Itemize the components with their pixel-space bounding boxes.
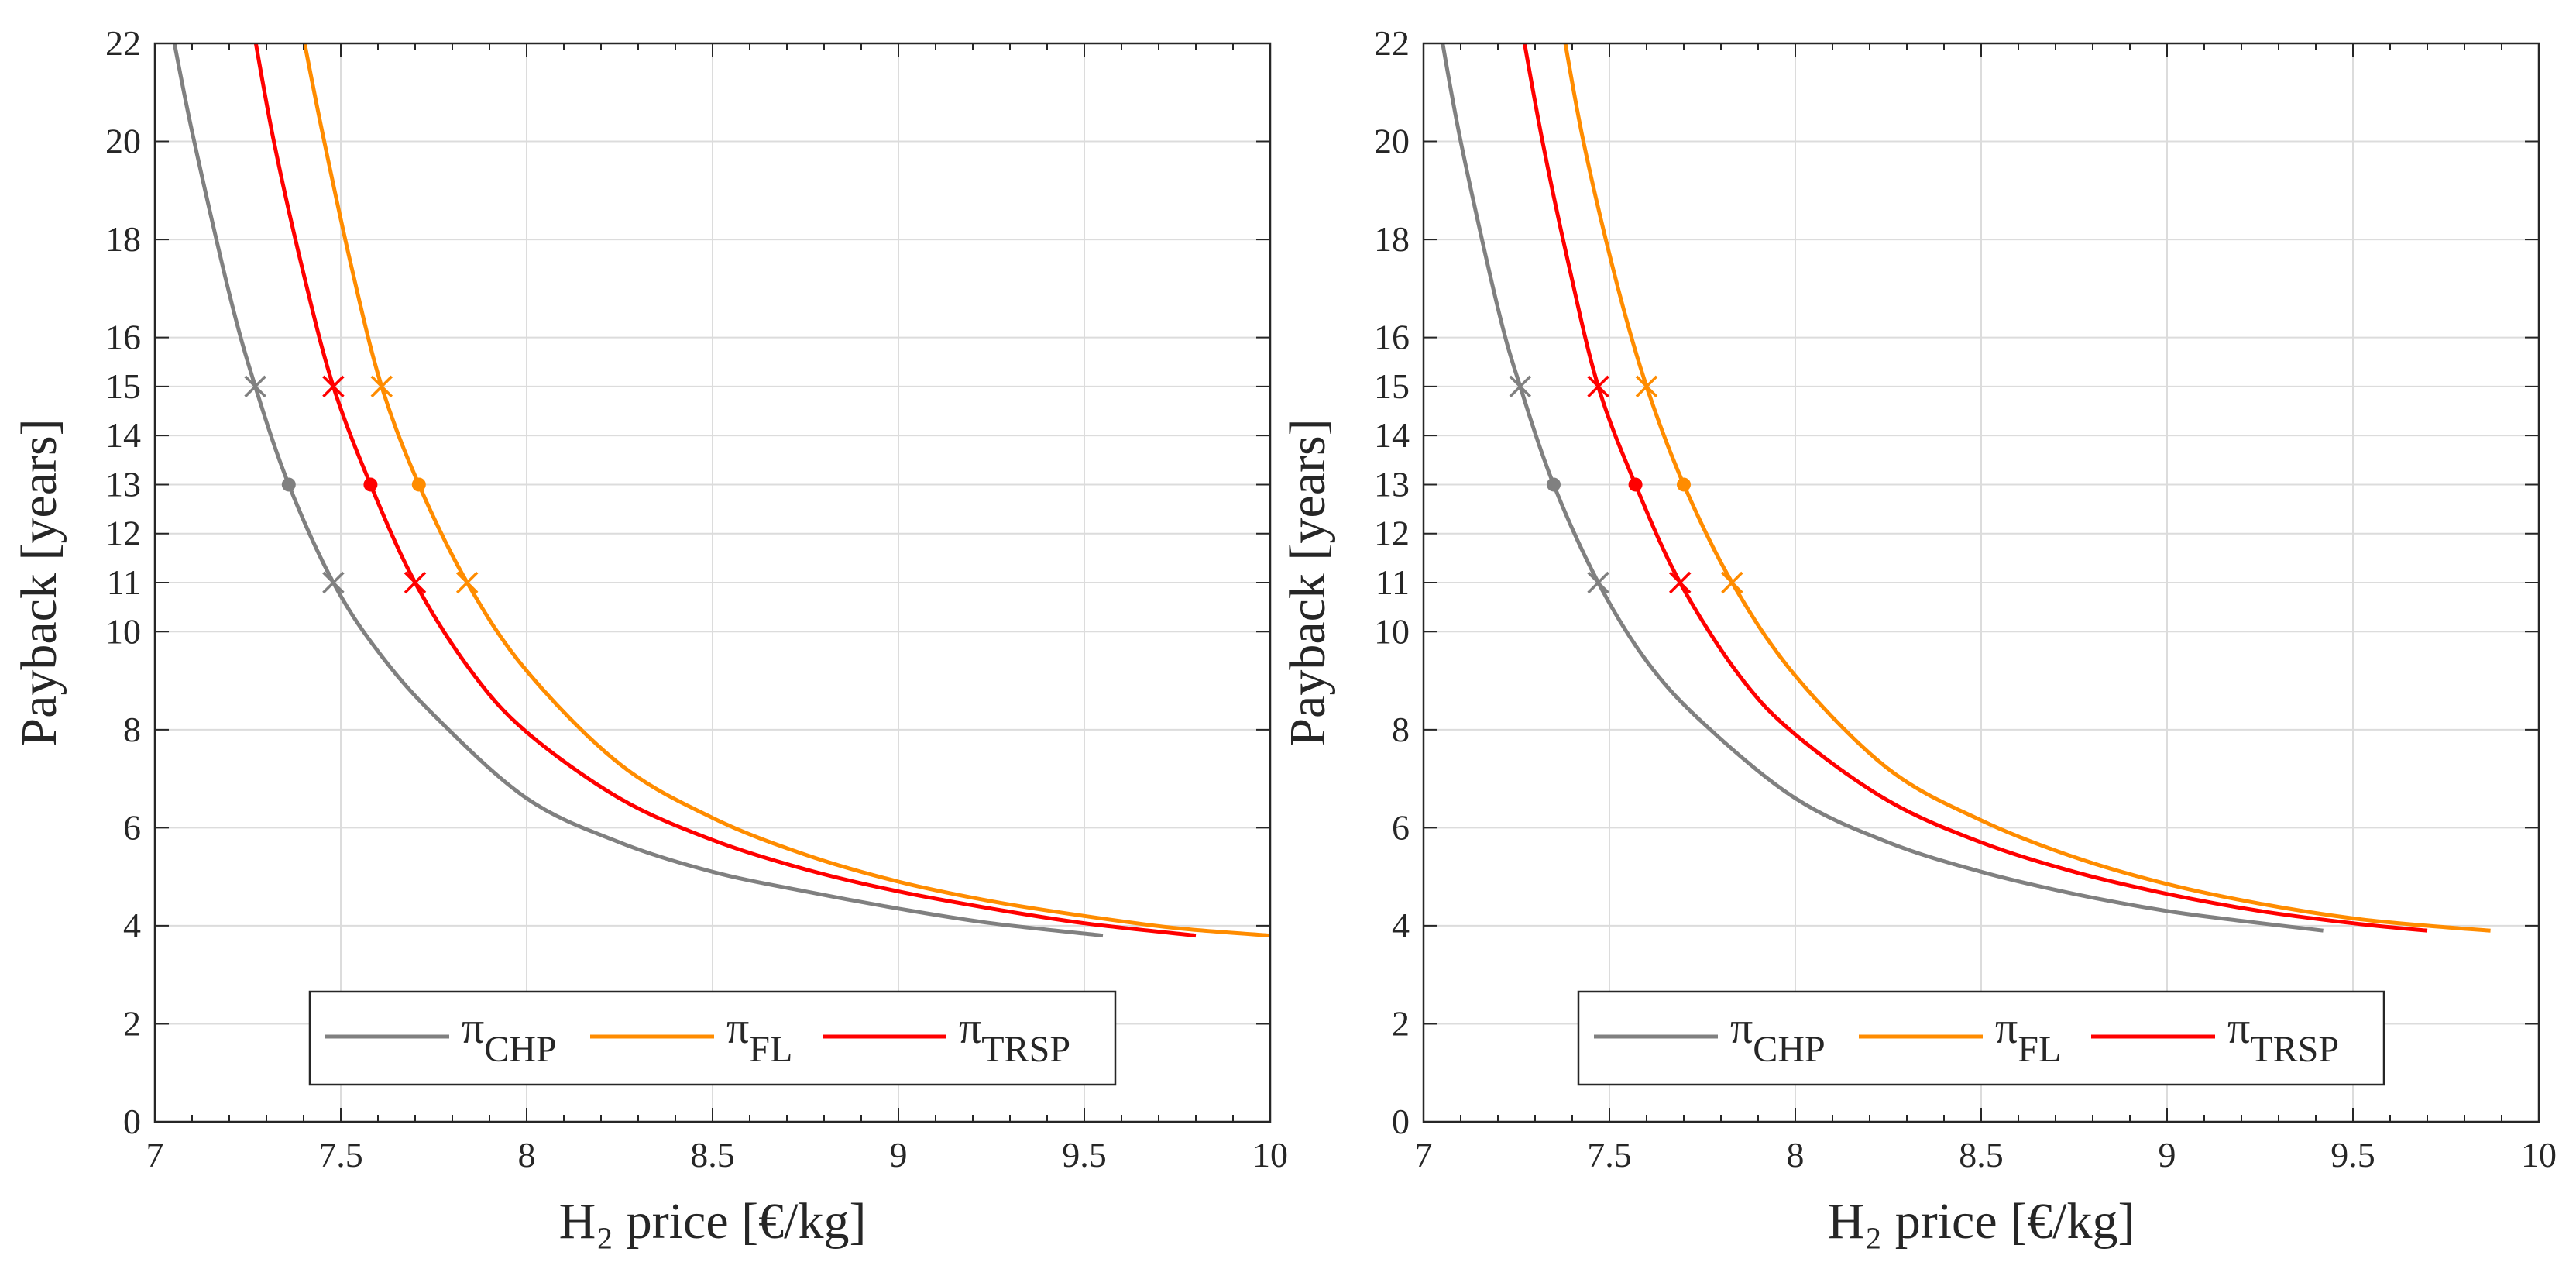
data-point-cross	[1587, 375, 1609, 398]
data-point-dot	[411, 477, 426, 492]
data-point-cross	[1668, 571, 1692, 594]
data-point-cross	[1587, 571, 1609, 594]
legend-label-chp: πCHP	[1730, 1003, 1826, 1070]
series-line-chp	[1441, 43, 2324, 933]
y-axis-title: Payback [years]	[1279, 418, 1336, 746]
data-point-dot	[1677, 477, 1691, 492]
data-point-cross	[244, 375, 266, 398]
y-tick-label: 10	[1374, 611, 1410, 651]
y-tick-label: 6	[123, 807, 141, 847]
y-tick-label: 0	[1392, 1102, 1410, 1141]
series-group	[172, 43, 1270, 938]
y-tick-label: 22	[1374, 23, 1410, 63]
x-tick-label: 8.5	[690, 1135, 735, 1175]
legend-label-fl: πFL	[726, 1003, 792, 1070]
y-tick-label: 16	[105, 318, 141, 357]
legend-subscript: TRSP	[2250, 1029, 2339, 1070]
y-tick-label: 12	[105, 514, 141, 553]
legend-subscript: CHP	[1753, 1029, 1825, 1070]
legend-symbol: π	[2227, 1003, 2250, 1053]
legend: πCHP πFL πTRSP	[1577, 990, 2385, 1086]
x-axis-title: H₂ price [€/kg]	[1828, 1193, 2135, 1250]
series-line-fl	[1563, 43, 2491, 933]
y-tick-label: 20	[105, 122, 141, 161]
y-tick-label: 4	[1392, 906, 1410, 945]
series-line-trsp	[253, 43, 1197, 938]
data-point-cross	[322, 375, 345, 398]
y-tick-label: 15	[105, 366, 141, 406]
data-point-cross	[404, 571, 427, 594]
series-line-trsp	[1522, 43, 2428, 933]
legend-subscript: TRSP	[981, 1029, 1070, 1070]
y-tick-label: 16	[1374, 318, 1410, 357]
y-tick-label: 8	[1392, 710, 1410, 749]
series-line-fl	[302, 43, 1270, 938]
legend-symbol: π	[1995, 1003, 2018, 1053]
y-tick-label: 15	[1374, 366, 1410, 406]
legend-symbol: π	[1730, 1003, 1753, 1053]
data-point-dot	[1547, 477, 1561, 492]
data-point-dot	[363, 477, 378, 492]
x-tick-label: 8	[518, 1135, 536, 1175]
x-tick-label: 9.5	[2330, 1135, 2375, 1175]
data-point-dot	[281, 477, 296, 492]
legend-label-trsp: πTRSP	[2227, 1003, 2339, 1070]
x-tick-label: 7	[146, 1135, 164, 1175]
x-tick-label: 7.5	[318, 1135, 363, 1175]
legend-symbol: π	[462, 1003, 484, 1053]
y-tick-label: 2	[123, 1003, 141, 1043]
y-axis-title: Payback [years]	[11, 418, 67, 746]
series-line-chp	[172, 43, 1104, 938]
data-point-cross	[1721, 571, 1743, 594]
y-tick-label: 18	[105, 219, 141, 259]
x-tick-label: 9	[2159, 1135, 2176, 1175]
y-tick-label: 10	[105, 611, 141, 651]
y-tick-label: 4	[123, 906, 141, 945]
y-tick-label: 14	[105, 415, 141, 455]
y-tick-label: 0	[123, 1102, 141, 1141]
y-tick-label: 11	[1376, 562, 1410, 602]
data-point-cross	[1635, 375, 1658, 398]
y-tick-label: 18	[1374, 219, 1410, 259]
x-tick-label: 7	[1415, 1135, 1433, 1175]
y-tick-label: 2	[1392, 1003, 1410, 1043]
data-point-cross	[322, 571, 345, 594]
y-tick-label: 20	[1374, 122, 1410, 161]
y-tick-label: 8	[123, 710, 141, 749]
legend: πCHP πFL πTRSP	[308, 990, 1117, 1086]
legend-subscript: CHP	[484, 1029, 556, 1070]
y-tick-label: 6	[1392, 807, 1410, 847]
legend-label-fl: πFL	[1995, 1003, 2061, 1070]
x-tick-label: 9.5	[1062, 1135, 1107, 1175]
x-axis-title: H₂ price [€/kg]	[559, 1193, 867, 1250]
legend-symbol: π	[726, 1003, 749, 1053]
legend-label-trsp: πTRSP	[959, 1003, 1070, 1070]
x-tick-label: 7.5	[1587, 1135, 1632, 1175]
series-group	[1441, 43, 2491, 933]
y-tick-label: 14	[1374, 415, 1410, 455]
legend-subscript: FL	[749, 1029, 792, 1070]
data-point-cross	[455, 571, 479, 594]
y-tick-label: 13	[1374, 464, 1410, 504]
left-panel: 7 7.5 8 8.5 9 9.5 10 0 2 4 6 8 10 11 12 13 14 15 16 18 20 22 H…	[11, 23, 1288, 1250]
x-tick-label: 8.5	[1959, 1135, 2004, 1175]
y-tick-label: 12	[1374, 514, 1410, 553]
legend-label-chp: πCHP	[462, 1003, 557, 1070]
x-tick-label: 9	[890, 1135, 908, 1175]
y-tick-label: 22	[105, 23, 141, 63]
data-point-cross	[370, 375, 393, 398]
legend-symbol: π	[959, 1003, 981, 1053]
x-tick-label: 10	[1252, 1135, 1288, 1175]
right-panel: 7 7.5 8 8.5 9 9.5 10 0 2 4 6 8 10 11 12 13 14 15 16 18 20 22 H…	[1279, 23, 2557, 1250]
x-tick-label: 8	[1787, 1135, 1805, 1175]
data-point-dot	[1628, 477, 1643, 492]
data-point-cross	[1509, 375, 1532, 398]
y-tick-label: 13	[105, 464, 141, 504]
y-tick-label: 11	[107, 562, 141, 602]
x-tick-label: 10	[2521, 1135, 2557, 1175]
legend-subscript: FL	[2018, 1029, 2061, 1070]
